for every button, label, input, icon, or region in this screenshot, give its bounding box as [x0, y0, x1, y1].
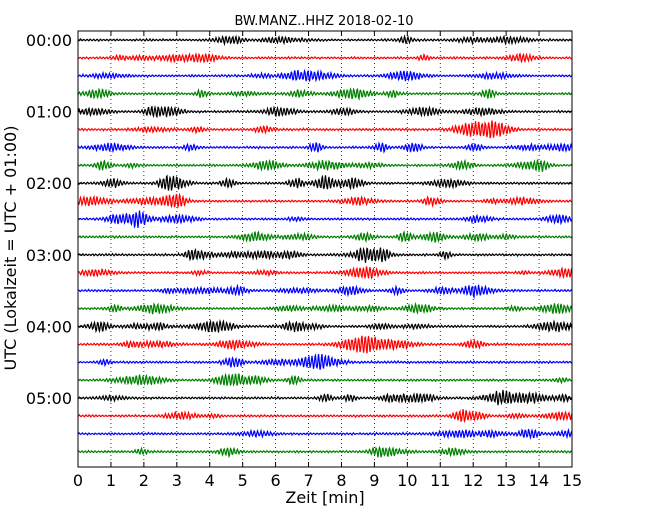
x-tick-label: 10	[397, 471, 417, 490]
trace-line	[77, 141, 573, 154]
chart-title: BW.MANZ..HHZ 2018-02-10	[234, 14, 413, 29]
trace-line	[77, 318, 573, 334]
trace-line	[77, 51, 573, 64]
vertical-grid	[110, 31, 540, 467]
y-tick-label: 00:00	[26, 31, 72, 50]
trace-line	[77, 335, 573, 354]
plot-frame	[77, 30, 573, 468]
x-tick-label: 12	[463, 471, 483, 490]
trace-line	[77, 158, 573, 172]
trace-line	[77, 87, 573, 101]
trace-line	[77, 174, 573, 191]
trace-line	[77, 389, 573, 406]
y-axis-label: UTC (Lokalzeit = UTC + 01:00)	[1, 126, 20, 371]
x-tick-label: 3	[172, 471, 182, 490]
x-tick-label: 13	[496, 471, 516, 490]
x-tick-label: 11	[430, 471, 450, 490]
x-tick-label: 14	[529, 471, 549, 490]
trace-line	[77, 230, 573, 244]
trace-line	[77, 283, 573, 300]
trace-line	[77, 372, 573, 387]
trace-line	[77, 353, 573, 370]
trace-line	[77, 68, 573, 83]
x-tick-label: 8	[336, 471, 346, 490]
x-tick-label: 0	[73, 471, 83, 490]
trace-line	[77, 445, 573, 459]
x-tick-label: 1	[106, 471, 116, 490]
x-tick-label: 5	[238, 471, 248, 490]
trace-line	[77, 120, 573, 139]
trace-line	[77, 246, 573, 263]
x-tick-label: 15	[562, 471, 582, 490]
x-axis-label: Zeit [min]	[285, 488, 364, 507]
trace-line	[77, 266, 573, 280]
y-tick-label: 04:00	[26, 317, 72, 336]
y-tick-label: 05:00	[26, 389, 72, 408]
seismic-traces	[77, 34, 573, 459]
y-tick-label: 02:00	[26, 174, 72, 193]
x-tick-label: 7	[303, 471, 313, 490]
x-tick-label: 2	[139, 471, 149, 490]
trace-line	[77, 301, 573, 315]
y-tick-label: 03:00	[26, 246, 72, 265]
x-tick-label: 4	[205, 471, 215, 490]
x-axis-ticks: 0 1 2 3 4 5 6 7 8 9 10 11 12 13 14 15	[73, 31, 582, 490]
x-tick-label: 9	[369, 471, 379, 490]
trace-line	[77, 192, 573, 209]
trace-line	[77, 34, 573, 47]
y-tick-label: 01:00	[26, 103, 72, 122]
trace-line	[77, 105, 572, 119]
y-axis-ticks: 00:00 01:00 02:00 03:00 04:00 05:00	[26, 31, 572, 408]
trace-line	[77, 409, 573, 424]
trace-line	[77, 210, 573, 229]
x-tick-label: 6	[271, 471, 281, 490]
trace-line	[77, 428, 573, 440]
